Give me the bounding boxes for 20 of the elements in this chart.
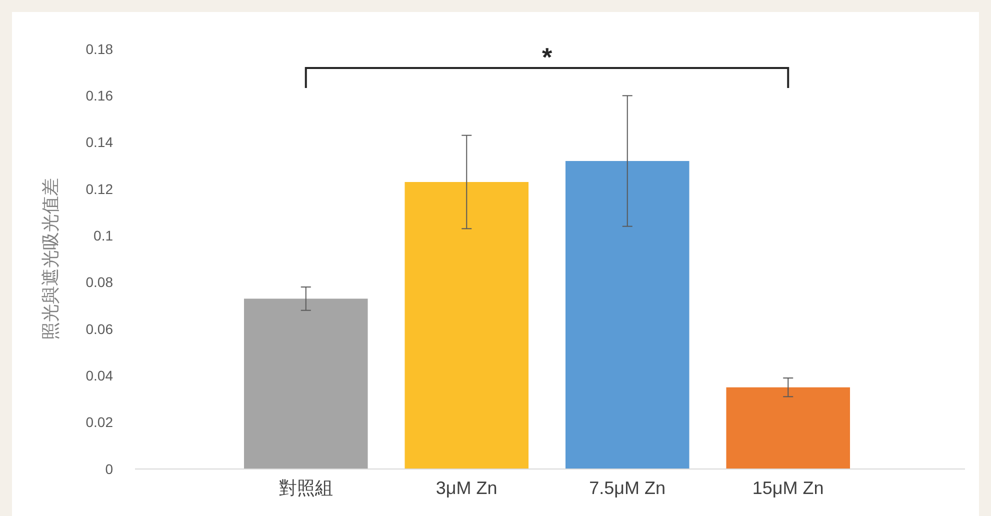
y-tick-label: 0.14 [86,134,114,150]
y-tick-label: 0.18 [86,40,114,57]
y-tick-label: 0.08 [86,274,114,290]
x-tick-label: 3μM Zn [436,478,498,498]
y-tick-label: 0.02 [86,414,114,430]
bar [404,182,529,469]
y-tick-label: 0.1 [94,228,114,244]
y-tick-label: 0 [105,460,114,477]
y-tick-label: 0.04 [86,368,114,384]
y-tick-label: 0.16 [86,88,114,104]
x-tick-label: 7.5μM Zn [589,478,666,498]
y-axis-title: 照光與遮光吸光值差 [40,178,60,340]
x-tick-label: 對照組 [278,478,333,498]
y-tick-label: 0.06 [86,320,114,337]
bar [244,298,368,469]
bar [565,161,690,469]
x-tick-label: 15μM Zn [752,478,824,498]
y-tick-label: 0.12 [86,180,114,197]
bar [726,387,850,469]
annotation: * [542,42,553,72]
